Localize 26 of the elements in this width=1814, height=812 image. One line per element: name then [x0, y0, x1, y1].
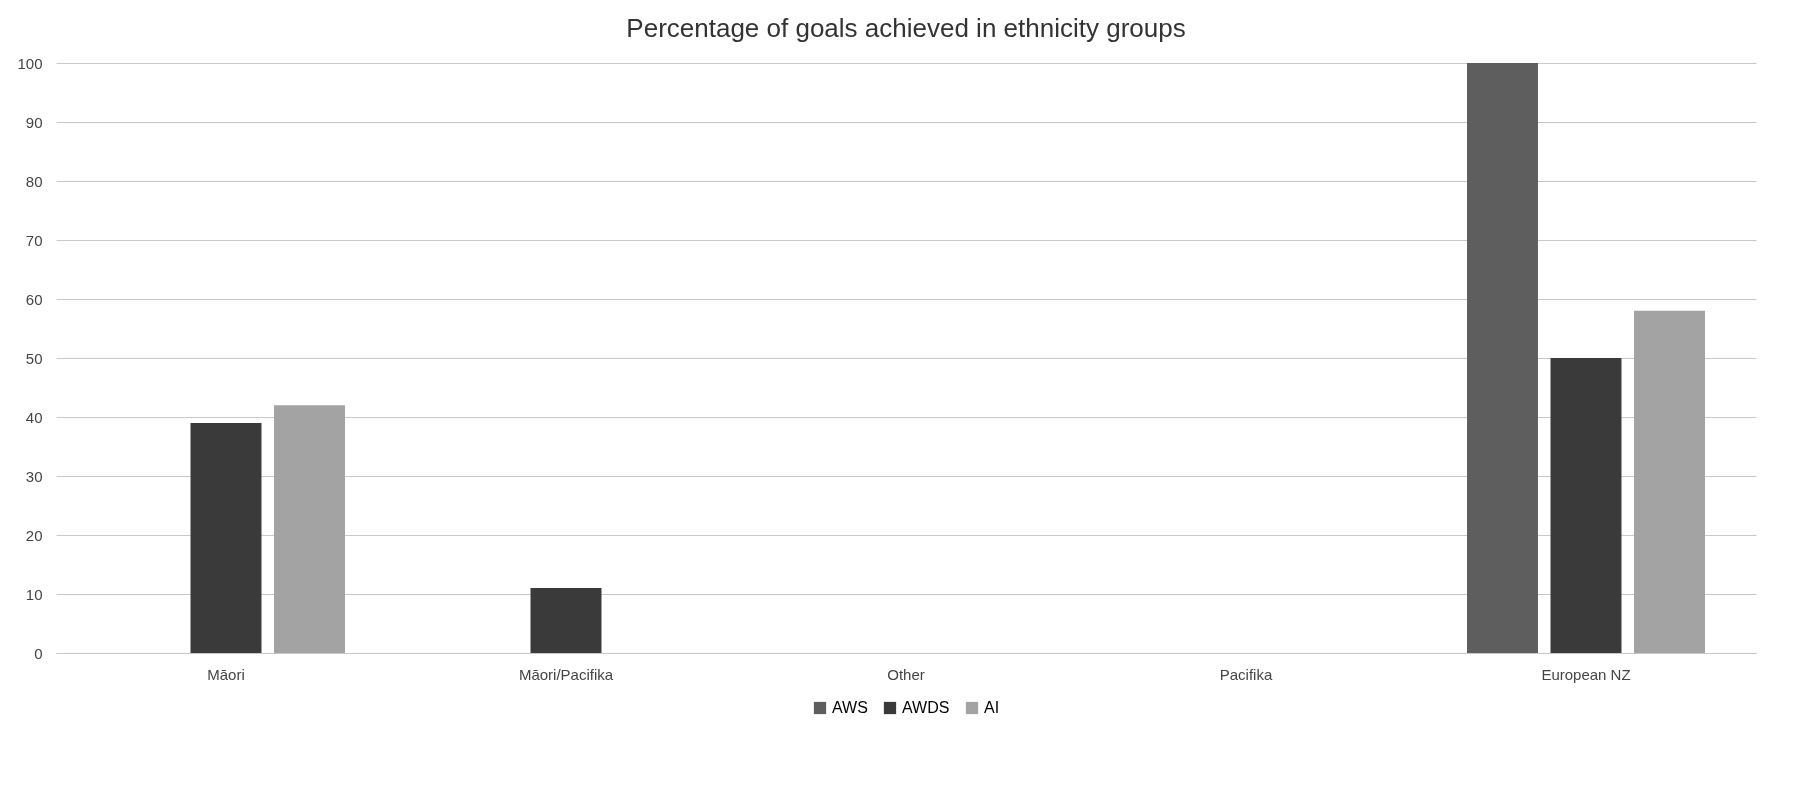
y-tick-label: 30 — [25, 467, 43, 485]
bar — [274, 405, 345, 653]
x-tick-label: European NZ — [1541, 665, 1631, 683]
y-tick-label: 40 — [25, 408, 43, 426]
legend-label: AI — [984, 699, 1000, 716]
bar — [530, 588, 602, 653]
bar — [190, 422, 262, 653]
x-tick-label: Māori/Pacifika — [518, 665, 614, 683]
y-tick-label: 90 — [25, 113, 43, 131]
y-tick-label: 50 — [25, 349, 43, 367]
legend-label: AWDS — [902, 699, 950, 716]
bar — [1467, 63, 1538, 653]
bar — [1550, 358, 1622, 653]
y-tick-label: 100 — [17, 54, 43, 72]
y-tick-label: 60 — [25, 290, 43, 308]
bar — [1634, 310, 1705, 653]
x-tick-label: Pacifika — [1219, 665, 1273, 683]
legend-label: AWS — [832, 699, 868, 716]
x-tick-label: Other — [887, 665, 925, 683]
y-tick-label: 0 — [34, 644, 43, 662]
y-tick-label: 80 — [25, 172, 43, 190]
y-tick-label: 20 — [25, 526, 43, 544]
y-tick-label: 70 — [25, 231, 43, 249]
chart-title: Percentage of goals achieved in ethnicity groups — [626, 13, 1186, 43]
y-tick-label: 10 — [25, 585, 43, 603]
x-tick-label: Māori — [207, 665, 245, 683]
